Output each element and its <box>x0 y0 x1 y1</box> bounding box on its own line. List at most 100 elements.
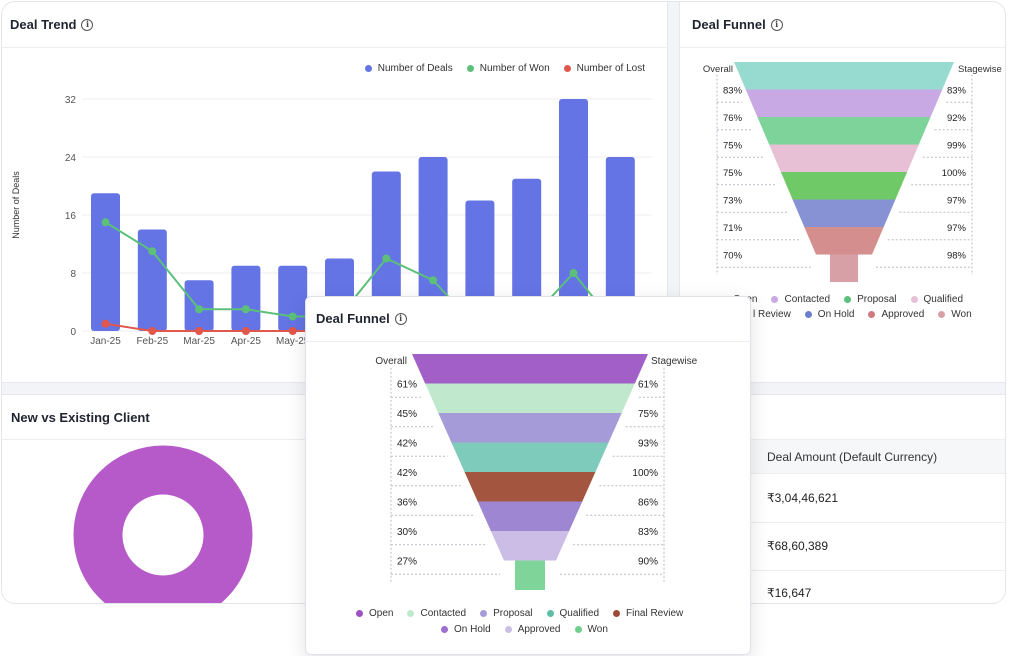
funnel-stage-segment[interactable] <box>804 227 884 255</box>
legend-dot-icon <box>546 610 554 617</box>
won-point[interactable] <box>241 305 250 314</box>
legend-item[interactable]: Contacted <box>407 608 466 619</box>
deal-funnel-overlay-card: Deal Funnel i Overall Stagewise 61% 61% 45% 7… <box>305 296 752 655</box>
legend-item[interactable]: Open <box>356 608 393 619</box>
info-icon[interactable]: i <box>394 312 407 325</box>
funnel-stage-segment[interactable] <box>830 254 858 283</box>
won-point[interactable] <box>195 305 204 314</box>
stagewise-label: Stagewise <box>651 356 698 367</box>
funnel-stage-segment[interactable] <box>734 62 954 90</box>
deal-trend-legend: Number of Deals Number of Won Number of Lo… <box>364 63 645 74</box>
legend-item[interactable]: Proposal <box>480 608 533 619</box>
legend-item[interactable]: Approved <box>504 624 561 635</box>
x-tick-label: Feb-25 <box>136 336 168 347</box>
funnel-stage-segment[interactable] <box>780 172 908 200</box>
info-icon[interactable]: i <box>770 18 783 31</box>
legend-item[interactable]: Approved <box>868 309 924 320</box>
divider <box>2 47 669 48</box>
legend-item[interactable]: Won <box>938 309 972 320</box>
funnel-stage-segment[interactable] <box>412 354 648 384</box>
legend-item[interactable]: Final Review <box>613 608 683 619</box>
funnel-stage-segment[interactable] <box>769 144 919 173</box>
deal-funnel-legend-row2: l Review On Hold Approved Won <box>740 309 972 320</box>
bar-number-of-deals[interactable] <box>137 229 167 332</box>
legend-dot-icon <box>356 610 363 617</box>
legend-item[interactable]: Contacted <box>771 294 830 305</box>
funnel-stage-segment[interactable] <box>438 413 622 443</box>
new-vs-existing-title: New vs Existing Client <box>11 410 150 425</box>
legend-item[interactable]: Number of Lost <box>563 63 645 74</box>
deal-funnel-chart: Overall Stagewise 83% 83% 76% 92% 75% 99% 75% 100… <box>703 62 1002 283</box>
legend-dot-icon <box>407 610 415 617</box>
legend-item[interactable]: Proposal <box>844 294 897 305</box>
won-point[interactable] <box>382 254 391 263</box>
funnel-stage-segment[interactable] <box>425 383 635 414</box>
overall-percent: 76% <box>723 113 743 124</box>
x-tick-label: May-25 <box>276 336 310 347</box>
bar-number-of-deals[interactable] <box>559 99 588 331</box>
stagewise-label: Stagewise <box>958 64 1002 75</box>
bar-number-of-deals[interactable] <box>231 265 261 331</box>
legend-dot-icon <box>771 296 779 303</box>
table-row: ₹16,647 <box>680 571 1005 603</box>
legend-dot-icon <box>910 296 918 303</box>
legend-item[interactable]: Number of Deals <box>364 63 453 74</box>
legend-item[interactable]: Won <box>574 624 608 635</box>
x-tick-label: Jan-25 <box>90 336 121 347</box>
stagewise-percent: 92% <box>947 113 967 124</box>
stagewise-percent: 61% <box>638 380 658 391</box>
overall-label: Overall <box>703 64 733 75</box>
legend-item[interactable]: Number of Won <box>466 63 550 74</box>
legend-item[interactable]: On Hold <box>441 624 491 635</box>
won-point[interactable] <box>569 269 578 277</box>
legend-label: Approved <box>517 624 561 635</box>
funnel-stage-segment[interactable] <box>490 531 570 561</box>
bar-number-of-deals[interactable] <box>278 265 308 331</box>
deal-funnel-overlay-title: Deal Funnel i <box>316 311 407 326</box>
legend-dot-icon <box>938 311 946 318</box>
lost-point[interactable] <box>101 319 110 328</box>
funnel-stage-segment[interactable] <box>451 442 609 473</box>
stagewise-percent: 99% <box>947 141 967 152</box>
overall-percent: 71% <box>723 223 743 234</box>
legend-label: Won <box>587 624 608 635</box>
stagewise-percent: 83% <box>947 86 967 97</box>
y-axis-label: Number of Deals <box>11 171 21 239</box>
funnel-stage-segment[interactable] <box>757 117 931 145</box>
legend-dot-icon <box>466 65 474 72</box>
legend-item[interactable]: Qualified <box>910 294 963 305</box>
legend-item[interactable]: On Hold <box>804 309 854 320</box>
deal-funnel-overlay-legend-row1: Open Contacted Proposal Qualified Final Revi… <box>356 608 683 619</box>
funnel-stage-segment[interactable] <box>745 89 943 118</box>
lost-point[interactable] <box>241 327 250 335</box>
overall-label: Overall <box>375 356 407 367</box>
deal-amount-cell: ₹68,60,389 <box>767 539 829 553</box>
bar-number-of-deals[interactable] <box>371 171 401 332</box>
funnel-stage-segment[interactable] <box>477 501 583 532</box>
x-tick-label: Apr-25 <box>231 336 261 347</box>
lost-point[interactable] <box>148 327 157 335</box>
y-tick-label: 16 <box>65 211 77 222</box>
legend-dot-icon <box>574 626 582 633</box>
overall-percent: 27% <box>397 557 417 568</box>
deal-trend-title: Deal Trend i <box>10 17 94 32</box>
table-row: ₹3,04,46,621 <box>680 475 1005 523</box>
legend-label: Open <box>369 608 394 619</box>
overall-percent: 83% <box>723 86 743 97</box>
won-point[interactable] <box>288 312 297 321</box>
won-point[interactable] <box>429 276 438 285</box>
funnel-stage-segment[interactable] <box>515 560 545 591</box>
funnel-stage-segment[interactable] <box>464 472 596 502</box>
won-point[interactable] <box>101 218 110 227</box>
legend-item[interactable]: Qualified <box>546 608 599 619</box>
bar-number-of-deals[interactable] <box>91 193 120 331</box>
lost-point[interactable] <box>195 327 204 335</box>
bar-number-of-deals[interactable] <box>512 178 542 331</box>
legend-label: Number of Deals <box>377 63 453 74</box>
won-point[interactable] <box>148 247 157 256</box>
divider <box>306 341 752 342</box>
bar-number-of-deals[interactable] <box>605 157 635 331</box>
info-icon[interactable]: i <box>81 18 94 31</box>
lost-point[interactable] <box>288 327 297 335</box>
funnel-stage-segment[interactable] <box>792 199 896 228</box>
